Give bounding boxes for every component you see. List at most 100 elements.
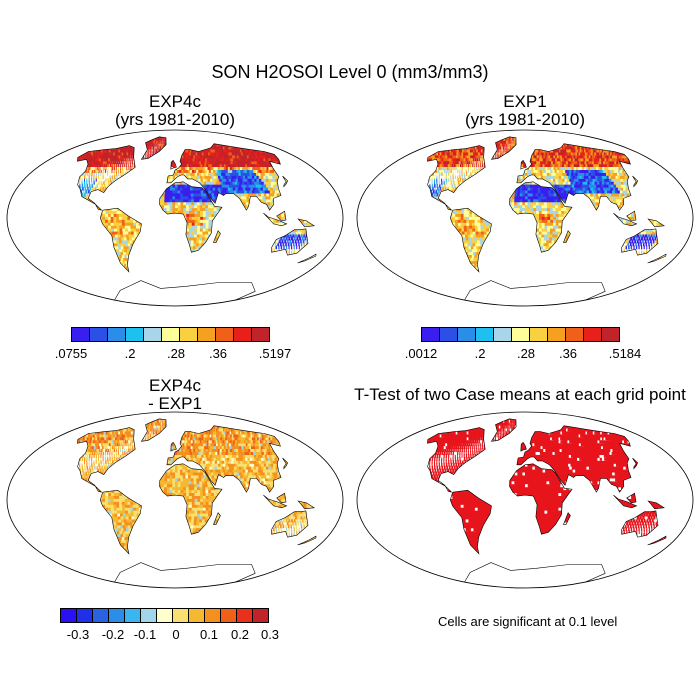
colorbar-swatch (204, 608, 221, 623)
figure-title: SON H2OSOI Level 0 (mm3/mm3) (0, 62, 700, 83)
colorbar-diff-label: 0 (172, 627, 179, 642)
coastline-newzealand (297, 253, 317, 264)
colorbar-diff-label: 0.2 (231, 627, 249, 642)
coastline-southAmerica (449, 489, 492, 555)
colorbar-swatch (60, 608, 77, 623)
map-ocean (357, 412, 693, 588)
panel-title-ttest: T-Test of two Case means at each grid po… (340, 386, 700, 404)
colorbar-swatch (108, 608, 125, 623)
coastline-uk (520, 441, 527, 452)
panel-title-exp4c-line1: EXP4c (25, 93, 325, 111)
colorbar-swatch (140, 608, 157, 623)
colorbar-swatch (197, 327, 216, 342)
coastline-northAmerica (77, 145, 136, 211)
colorbar-swatch (156, 608, 173, 623)
colorbar-diff-label: 0.1 (200, 627, 218, 642)
map-ttest (356, 411, 694, 589)
colorbar-diff-label: 0.3 (261, 627, 279, 642)
coastline-antarctica (114, 562, 256, 588)
coastline-australia (621, 510, 659, 538)
map-border (6, 129, 344, 307)
coastline-australia (621, 228, 659, 256)
colorbar-diff-label: -0.3 (67, 627, 89, 642)
colorbar-swatch (161, 327, 180, 342)
colorbar-diff-label: -0.2 (102, 627, 124, 642)
coastline-southAmerica (99, 489, 142, 555)
coastline-newguinea (297, 500, 315, 510)
coastline-northAmerica (427, 427, 486, 493)
coastline-madagascar (563, 230, 571, 243)
colorbar-swatch (475, 327, 494, 342)
colorbar-exp4c-label: .0755 (55, 346, 88, 361)
colorbar-swatch (565, 327, 584, 342)
coastline-madagascar (563, 512, 571, 525)
coastline-madagascar (213, 230, 221, 243)
coastline-newzealand (647, 535, 667, 546)
colorbar-swatch (215, 327, 234, 342)
coastline-australia (271, 510, 309, 538)
colorbar-swatch (220, 608, 237, 623)
colorbar-swatch (252, 608, 269, 623)
colorbar-swatch (547, 327, 566, 342)
colorbar-exp1-label: .5184 (609, 346, 642, 361)
colorbar-swatch (71, 327, 90, 342)
panel-title-exp4c: EXP4c (yrs 1981-2010) (25, 93, 325, 129)
colorbar-exp4c-label: .5197 (259, 346, 292, 361)
panel-title-exp1: EXP1 (yrs 1981-2010) (375, 93, 675, 129)
colorbar-swatch (601, 327, 620, 342)
colorbar-exp1-label: .36 (559, 346, 577, 361)
coastline-newzealand (647, 253, 667, 264)
coastline-japan (632, 457, 638, 470)
colorbar-swatch (251, 327, 270, 342)
colorbar-swatch (124, 608, 141, 623)
colorbar-swatch (188, 608, 205, 623)
colorbar-swatch (107, 327, 126, 342)
panel-title-exp4c-line2: (yrs 1981-2010) (25, 111, 325, 129)
coastline-northAmerica (77, 427, 136, 493)
colorbar-swatch (143, 327, 162, 342)
map-diff (6, 411, 344, 589)
coastline-antarctica (464, 280, 606, 306)
map-ocean (357, 130, 693, 306)
coastline-eurasia (166, 143, 282, 211)
coastline-uk (520, 159, 527, 170)
significance-note: Cells are significant at 0.1 level (438, 614, 617, 629)
colorbar-swatch (125, 327, 144, 342)
coastline-madagascar (213, 512, 221, 525)
colorbar-swatch (92, 608, 109, 623)
coastline-greenland (140, 136, 167, 160)
coastline-borneo (626, 210, 637, 222)
map-border (356, 129, 694, 307)
coastline-antarctica (464, 562, 606, 588)
colorbar-swatch (179, 327, 198, 342)
colorbar-swatch (439, 327, 458, 342)
coastline-africa (509, 463, 573, 535)
colorbar-exp1-label: .0012 (405, 346, 438, 361)
panel-title-diff-line1: EXP4c (25, 377, 325, 395)
coastline-indonesia (613, 494, 638, 509)
coastline-greenland (140, 418, 167, 442)
map-border (356, 411, 694, 589)
coastline-eurasia (166, 425, 282, 493)
panel-title-diff-line2: - EXP1 (25, 395, 325, 413)
colorbar-swatch (529, 327, 548, 342)
colorbar-exp4c-label: .2 (125, 346, 136, 361)
colorbar-swatch (457, 327, 476, 342)
coastline-eurasia (516, 143, 632, 211)
colorbar-swatch (511, 327, 530, 342)
colorbar-exp1-label: .2 (475, 346, 486, 361)
coastline-indonesia (263, 494, 288, 509)
colorbar-exp4c-label: .36 (209, 346, 227, 361)
colorbar-swatch (89, 327, 108, 342)
coastline-antarctica (114, 280, 256, 306)
map-ocean (7, 412, 343, 588)
coastline-newguinea (647, 218, 665, 228)
coastline-japan (282, 175, 288, 188)
coastline-indonesia (263, 212, 288, 227)
coastline-africa (509, 181, 573, 253)
colorbar-swatch (233, 327, 252, 342)
colorbar-swatch (583, 327, 602, 342)
panel-title-diff: EXP4c - EXP1 (25, 377, 325, 413)
colorbar-swatch (493, 327, 512, 342)
colorbar-exp4c (71, 327, 270, 342)
